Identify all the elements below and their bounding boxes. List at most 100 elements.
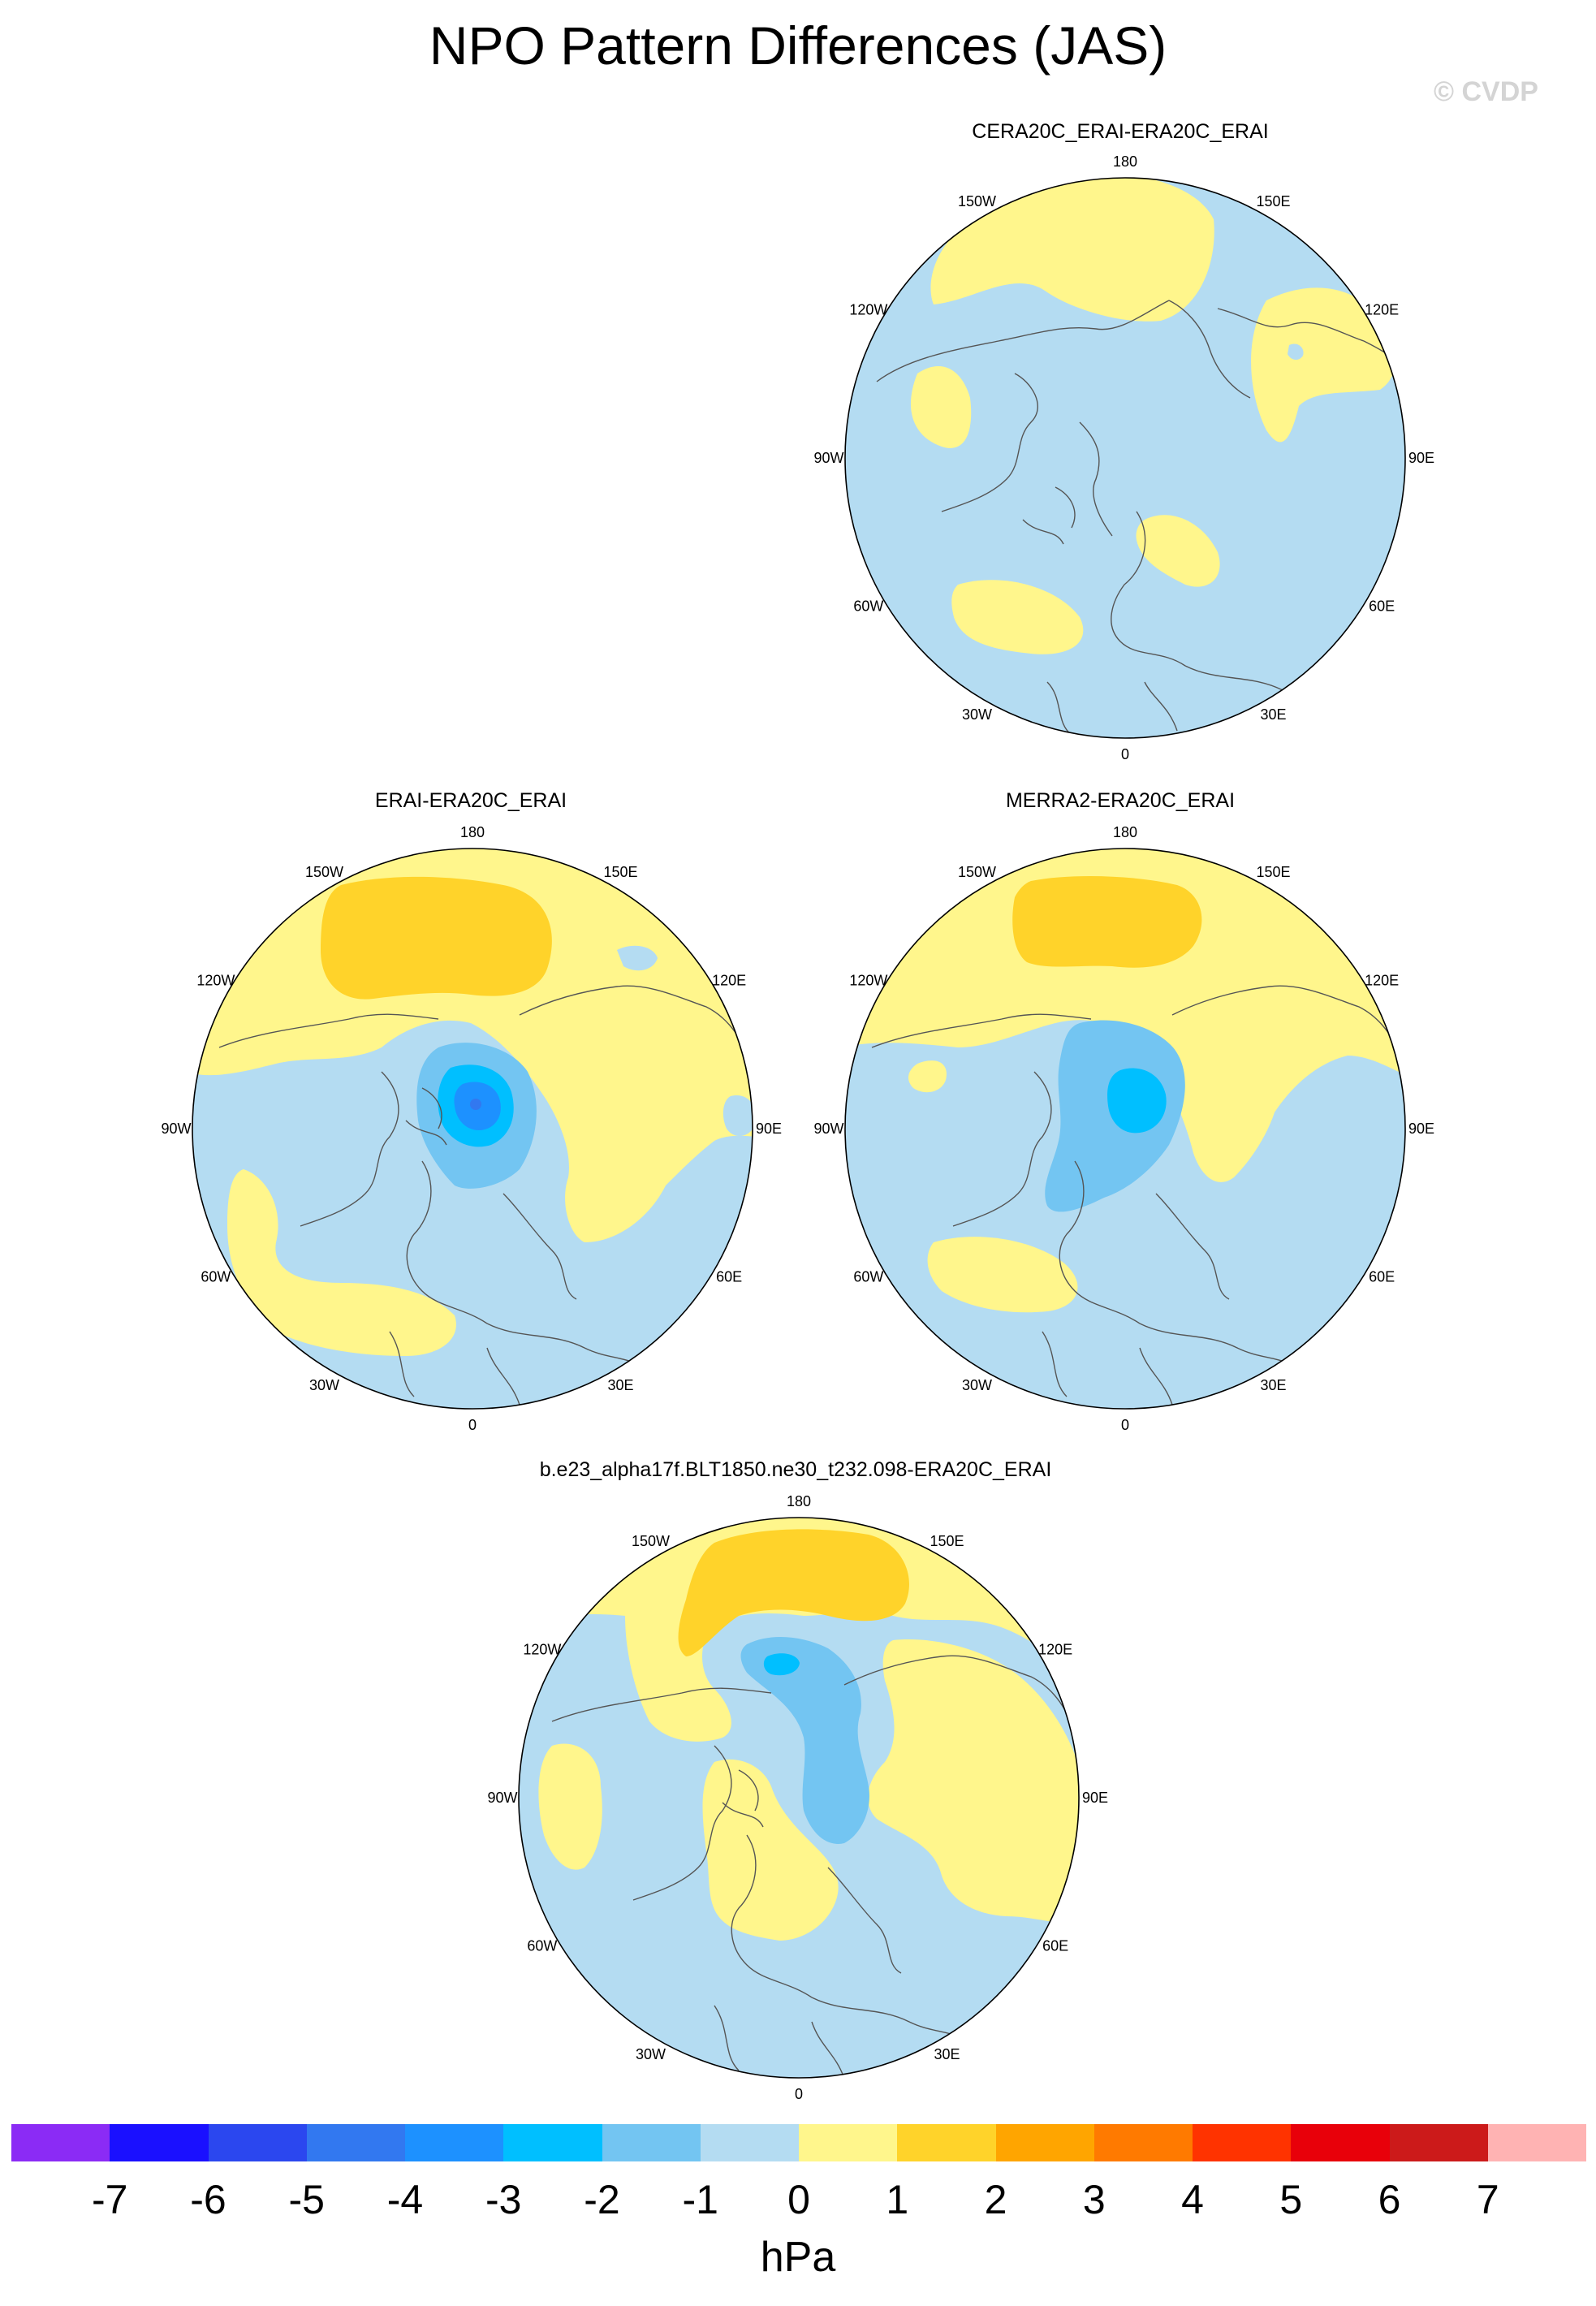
negative-anomaly-region bbox=[617, 945, 658, 971]
map-border bbox=[844, 848, 1406, 1410]
longitude-label: 120W bbox=[849, 302, 887, 318]
longitude-label: 30E bbox=[1260, 706, 1286, 723]
colorbar-swatch bbox=[602, 2124, 701, 2161]
map-border bbox=[192, 848, 753, 1410]
negative-anomaly-region bbox=[1288, 343, 1304, 361]
polar-map-model bbox=[518, 1517, 1080, 2079]
longitude-label: 150W bbox=[958, 864, 996, 880]
anomaly-level-neg1-neg2 bbox=[740, 1636, 869, 1844]
positive-anomaly-region bbox=[702, 1759, 839, 1941]
anomaly-level-1-2 bbox=[1012, 875, 1202, 968]
main-title: NPO Pattern Differences (JAS) bbox=[429, 15, 1167, 76]
longitude-label: 30W bbox=[636, 2046, 666, 2062]
colorbar-tick-label: 2 bbox=[984, 2177, 1007, 2222]
longitude-label: 120E bbox=[712, 973, 746, 989]
panel-title-erai: ERAI-ERA20C_ERAI bbox=[374, 789, 567, 812]
colorbar-tick-label: -3 bbox=[485, 2177, 522, 2222]
colorbar-swatch bbox=[405, 2124, 504, 2161]
positive-anomaly-region bbox=[1136, 515, 1220, 587]
longitude-label: 60W bbox=[853, 1269, 883, 1285]
longitude-label: 60E bbox=[716, 1269, 742, 1285]
longitude-label: 150E bbox=[603, 864, 637, 880]
longitude-label: 150E bbox=[930, 1533, 964, 1549]
anomaly-core bbox=[470, 1099, 481, 1110]
panel-title-merra2: MERRA2-ERA20C_ERAI bbox=[1005, 789, 1236, 812]
colorbar-swatch bbox=[208, 2124, 307, 2161]
anomaly-level-1-2 bbox=[678, 1529, 909, 1656]
polar-map-erai bbox=[192, 848, 753, 1410]
longitude-label: 30W bbox=[962, 706, 992, 723]
colorbar-tick-label: 3 bbox=[1082, 2177, 1106, 2222]
longitude-label: 0 bbox=[468, 1417, 477, 1433]
positive-anomaly-region bbox=[845, 849, 1405, 1182]
polar-map-merra2 bbox=[844, 848, 1406, 1410]
positive-anomaly-region bbox=[951, 580, 1084, 654]
colorbar-swatch bbox=[306, 2124, 405, 2161]
longitude-label: 0 bbox=[1121, 1417, 1129, 1433]
longitude-label: 150E bbox=[1256, 193, 1290, 209]
colorbar-tick-label: -7 bbox=[92, 2177, 128, 2222]
anomaly-level-neg2-neg3 bbox=[763, 1653, 800, 1676]
colorbar-swatch bbox=[1093, 2124, 1193, 2161]
colorbar-swatch bbox=[11, 2124, 110, 2161]
colorbar-swatch bbox=[1291, 2124, 1390, 2161]
colorbar-swatch bbox=[1487, 2124, 1586, 2161]
longitude-labels: 180 150E 120E 90E 60E 30E 0 30W 60W 90W 120W 150W 18… bbox=[161, 153, 1434, 2102]
colorbar-tick-label: 5 bbox=[1279, 2177, 1303, 2222]
colorbar-swatch bbox=[700, 2124, 799, 2161]
colorbar-tick-label: -4 bbox=[386, 2177, 424, 2222]
longitude-label: 180 bbox=[1113, 153, 1137, 170]
panel-title-cera20c: CERA20C_ERAI-ERA20C_ERAI bbox=[972, 120, 1269, 143]
positive-anomaly-region bbox=[908, 1060, 947, 1093]
longitude-label: 90E bbox=[1082, 1790, 1108, 1806]
colorbar bbox=[11, 2124, 1586, 2161]
longitude-label: 30W bbox=[309, 1377, 339, 1393]
longitude-label: 120W bbox=[196, 973, 235, 989]
colorbar-tick-label: -6 bbox=[190, 2177, 226, 2222]
longitude-label: 120W bbox=[849, 973, 887, 989]
colorbar-tick-label: 4 bbox=[1181, 2177, 1204, 2222]
colorbar-swatch bbox=[799, 2124, 898, 2161]
colorbar-swatch bbox=[1193, 2124, 1292, 2161]
map-canvas: 180 150E 120E 90E 60E 30E 0 30W 60W 90W 120W 150W 18… bbox=[161, 153, 1434, 2102]
longitude-label: 60W bbox=[853, 598, 883, 615]
colorbar-swatch bbox=[110, 2124, 209, 2161]
anomaly-level-1-2 bbox=[321, 876, 552, 1000]
longitude-label: 120E bbox=[1365, 973, 1399, 989]
colorbar-swatch bbox=[897, 2124, 996, 2161]
map-border bbox=[518, 1517, 1080, 2079]
longitude-label: 30E bbox=[934, 2046, 960, 2062]
positive-anomaly-region bbox=[910, 366, 972, 448]
negative-anomaly-region bbox=[723, 1095, 753, 1136]
coastlines bbox=[871, 985, 1400, 1406]
longitude-label: 30E bbox=[607, 1377, 633, 1393]
longitude-label: 60W bbox=[201, 1269, 231, 1285]
positive-anomaly-region bbox=[227, 1169, 456, 1356]
colorbar-tick-label: 6 bbox=[1378, 2177, 1401, 2222]
positive-anomaly-region bbox=[930, 178, 1214, 322]
anomaly-level-neg2-neg3 bbox=[1107, 1068, 1167, 1134]
longitude-label: 180 bbox=[787, 1493, 811, 1509]
longitude-label: 60E bbox=[1369, 598, 1395, 615]
longitude-label: 90W bbox=[161, 1121, 191, 1137]
longitude-label: 150W bbox=[305, 864, 343, 880]
panel-title-model: b.e23_alpha17f.BLT1850.ne30_t232.098-ERA… bbox=[539, 1458, 1052, 1481]
positive-anomaly-region bbox=[868, 1639, 1079, 1924]
positive-anomaly-region bbox=[538, 1743, 602, 1870]
longitude-label: 90W bbox=[487, 1790, 517, 1806]
colorbar-tick-label: -1 bbox=[682, 2177, 718, 2222]
longitude-label: 150E bbox=[1256, 864, 1290, 880]
watermark: © CVDP bbox=[1434, 76, 1538, 107]
positive-anomaly-region bbox=[927, 1237, 1078, 1313]
map-border bbox=[844, 177, 1406, 739]
colorbar-swatch bbox=[995, 2124, 1094, 2161]
longitude-label: 90W bbox=[813, 1121, 843, 1137]
longitude-label: 150W bbox=[958, 193, 996, 209]
colorbar-tick-label: 1 bbox=[886, 2177, 909, 2222]
longitude-label: 90E bbox=[1408, 1121, 1434, 1137]
coastlines bbox=[218, 985, 748, 1406]
colorbar-tick-label: -5 bbox=[288, 2177, 325, 2222]
longitude-label: 120E bbox=[1038, 1642, 1072, 1658]
longitude-label: 120E bbox=[1365, 302, 1399, 318]
longitude-label: 90W bbox=[813, 450, 843, 466]
